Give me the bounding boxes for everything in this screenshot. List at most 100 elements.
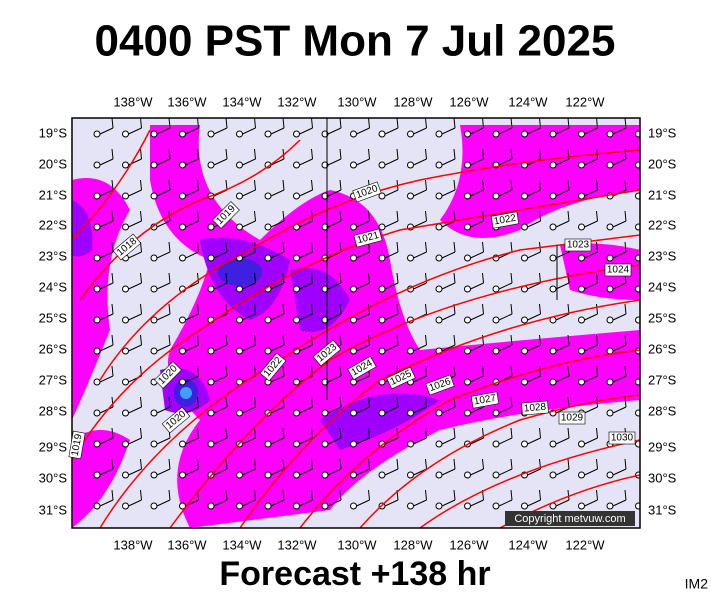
barb-staff: [242, 158, 256, 166]
barb-staff: [213, 468, 228, 476]
barb-feather: [368, 210, 370, 222]
isobar-label-group: 1019: [68, 430, 86, 460]
barb-staff: [270, 375, 285, 383]
barb-staff: [413, 375, 427, 383]
barb-feather: [539, 148, 541, 160]
barb-staff: [270, 220, 285, 228]
station: [293, 316, 300, 324]
barb-staff: [128, 189, 142, 197]
station: [93, 223, 101, 231]
station: [378, 409, 386, 417]
barb-feather: [140, 334, 142, 346]
barb-feather: [368, 148, 370, 160]
barb-staff: [156, 313, 171, 321]
barb-feather: [510, 148, 513, 160]
barb-staff: [242, 251, 256, 259]
barb-staff: [384, 406, 399, 414]
barb-staff: [128, 127, 142, 135]
barb-feather: [111, 303, 114, 315]
station: [492, 502, 500, 510]
barb-feather: [197, 148, 199, 160]
barb-staff: [270, 189, 285, 197]
barb-staff: [270, 282, 285, 290]
station: [407, 440, 414, 448]
barb-feather: [197, 303, 199, 315]
barb-feather: [425, 365, 427, 377]
barb-feather: [624, 303, 627, 315]
station: [179, 161, 186, 169]
barb-staff: [270, 251, 285, 259]
barb-staff: [555, 437, 570, 445]
barb-feather: [624, 179, 627, 191]
station: [578, 378, 585, 386]
station: [350, 502, 357, 510]
barb-staff: [413, 220, 427, 228]
barb-staff: [384, 158, 399, 166]
barb-staff: [299, 499, 313, 507]
barb-staff: [156, 189, 171, 197]
station: [464, 130, 471, 138]
barb-feather: [510, 365, 513, 377]
barb-staff: [185, 375, 199, 383]
lon-label-bottom: 130°W: [337, 537, 377, 552]
lat-label-right: 19°S: [648, 125, 677, 140]
barb-staff: [441, 158, 456, 166]
station: [122, 440, 129, 448]
barb-staff: [242, 499, 256, 507]
barb-feather: [624, 334, 627, 346]
station: [350, 471, 357, 479]
barb-feather: [368, 489, 370, 501]
station: [150, 316, 158, 324]
barb-feather: [453, 334, 456, 346]
barb-feather: [453, 458, 456, 470]
station: [578, 471, 585, 479]
lon-label-bottom: 134°W: [222, 537, 262, 552]
barb-feather: [539, 210, 541, 222]
barb-staff: [555, 127, 570, 135]
barb-staff: [299, 127, 313, 135]
barb-staff: [612, 158, 627, 166]
barb-feather: [596, 458, 598, 470]
barb-staff: [156, 468, 171, 476]
lat-label-left: 20°S: [39, 156, 68, 171]
barb-staff: [356, 437, 370, 445]
station: [606, 130, 614, 138]
barb-staff: [441, 220, 456, 228]
station: [521, 316, 528, 324]
station: [179, 471, 186, 479]
barb-feather: [510, 303, 513, 315]
station: [378, 223, 386, 231]
barb-staff: [555, 220, 570, 228]
station: [464, 502, 471, 510]
barb-feather: [567, 396, 570, 408]
lon-label-top: 124°W: [508, 94, 548, 109]
barb-feather: [396, 210, 399, 222]
station: [321, 409, 329, 417]
barb-feather: [197, 118, 199, 129]
station: [435, 285, 443, 293]
station: [635, 409, 640, 417]
station: [606, 471, 614, 479]
station: [293, 192, 300, 200]
barb-staff: [413, 127, 427, 135]
barb-feather: [624, 396, 627, 408]
station: [293, 130, 300, 138]
lat-label-left: 29°S: [39, 439, 68, 454]
barb-staff: [356, 499, 370, 507]
station: [93, 130, 101, 138]
station: [293, 161, 300, 169]
station: [407, 161, 414, 169]
station: [264, 440, 272, 448]
station: [492, 285, 500, 293]
barb-staff: [99, 375, 114, 383]
station: [435, 409, 443, 417]
station: [264, 502, 272, 510]
station: [236, 285, 243, 293]
station: [122, 316, 129, 324]
barb-feather: [111, 334, 114, 346]
station: [264, 130, 272, 138]
station: [93, 285, 101, 293]
station: [350, 223, 357, 231]
barb-staff: [470, 282, 484, 290]
barb-feather: [482, 118, 484, 129]
